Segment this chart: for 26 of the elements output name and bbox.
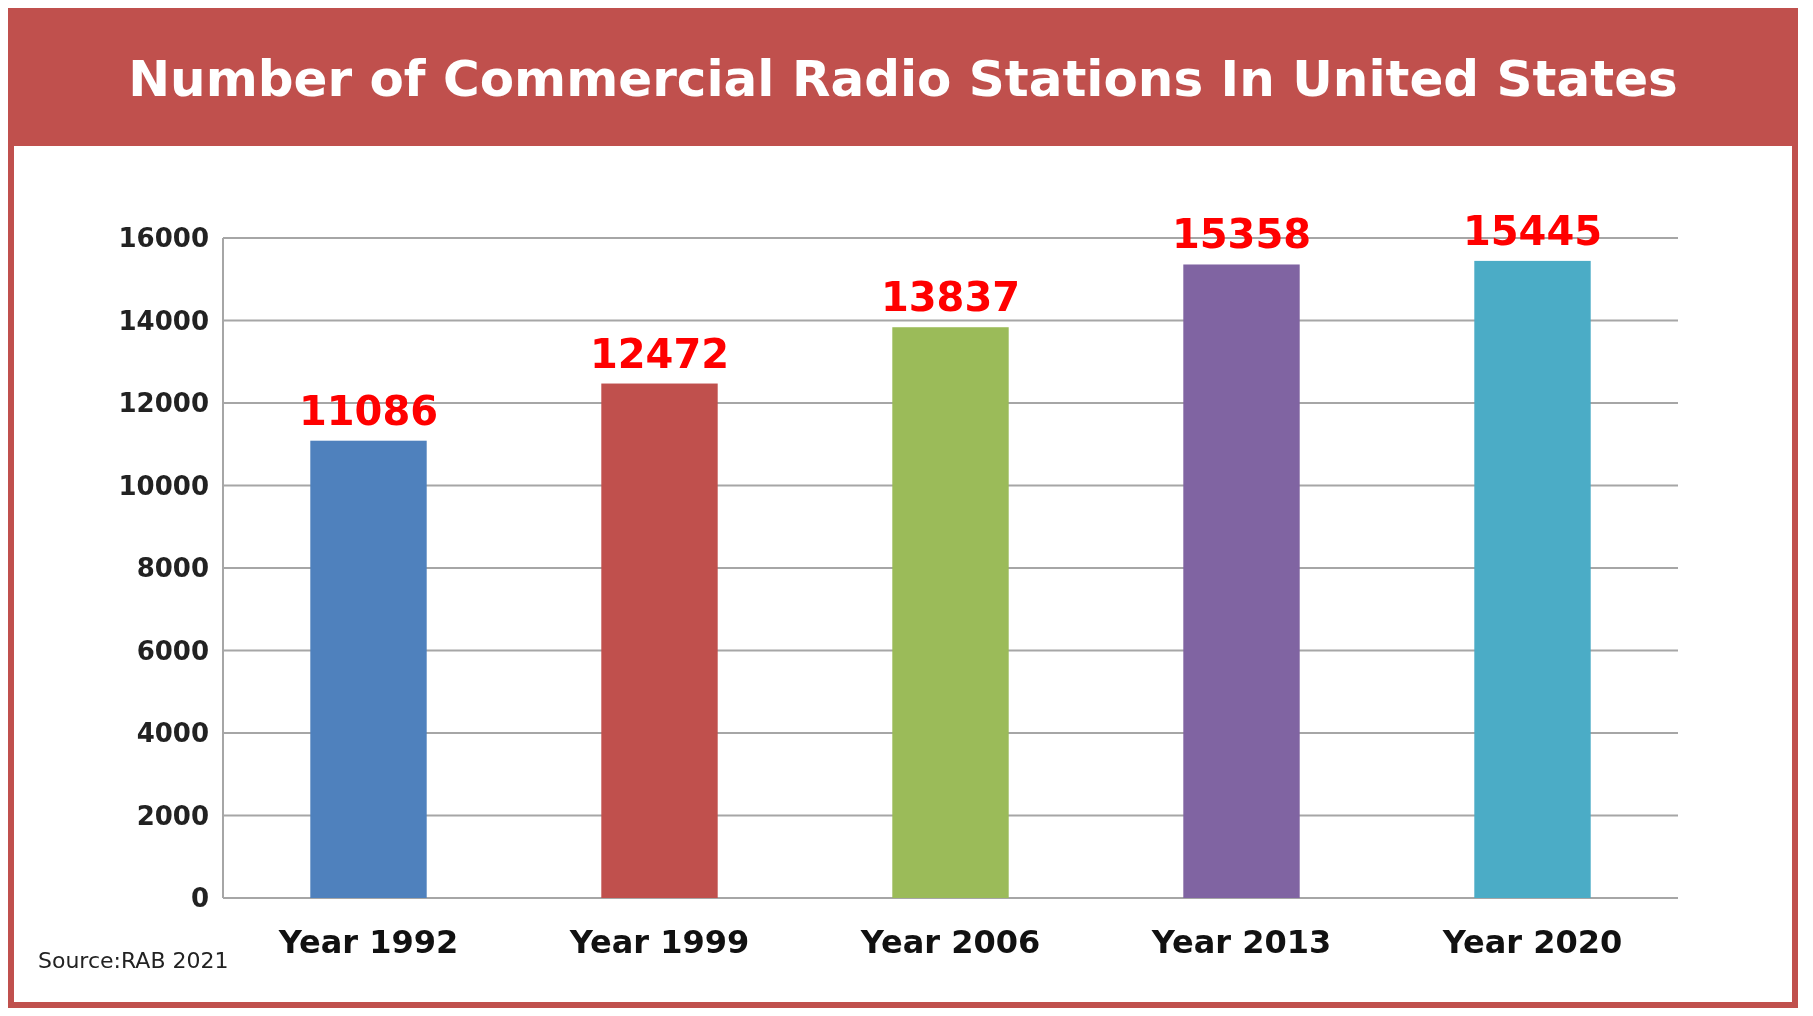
y-tick-label: 4000 xyxy=(136,718,209,749)
source-note: Source:RAB 2021 xyxy=(38,948,229,973)
data-label: 11086 xyxy=(298,387,439,434)
x-tick-label: Year 1992 xyxy=(277,923,459,961)
x-tick-label: Year 1999 xyxy=(568,923,750,961)
bar xyxy=(892,327,1009,898)
chart-title: Number of Commercial Radio Stations In United States xyxy=(128,50,1678,108)
data-label: 15358 xyxy=(1171,211,1312,258)
data-label: 15445 xyxy=(1462,207,1603,254)
y-tick-label: 16000 xyxy=(118,223,209,254)
y-tick-label: 14000 xyxy=(118,305,209,336)
x-tick-label: Year 2020 xyxy=(1441,923,1623,961)
bar xyxy=(310,440,427,898)
y-tick-label: 0 xyxy=(190,883,209,914)
data-label: 13837 xyxy=(880,274,1021,321)
y-tick-label: 10000 xyxy=(118,470,209,501)
bar xyxy=(1183,264,1300,898)
x-tick-label: Year 2006 xyxy=(859,923,1041,961)
data-label: 12472 xyxy=(589,330,730,377)
y-tick-label: 2000 xyxy=(136,800,209,831)
y-tick-label: 8000 xyxy=(136,553,209,584)
x-tick-label: Year 2013 xyxy=(1150,923,1332,961)
bar xyxy=(1474,260,1591,898)
y-tick-label: 6000 xyxy=(136,635,209,666)
y-tick-label: 12000 xyxy=(118,388,209,419)
bar xyxy=(601,383,718,898)
